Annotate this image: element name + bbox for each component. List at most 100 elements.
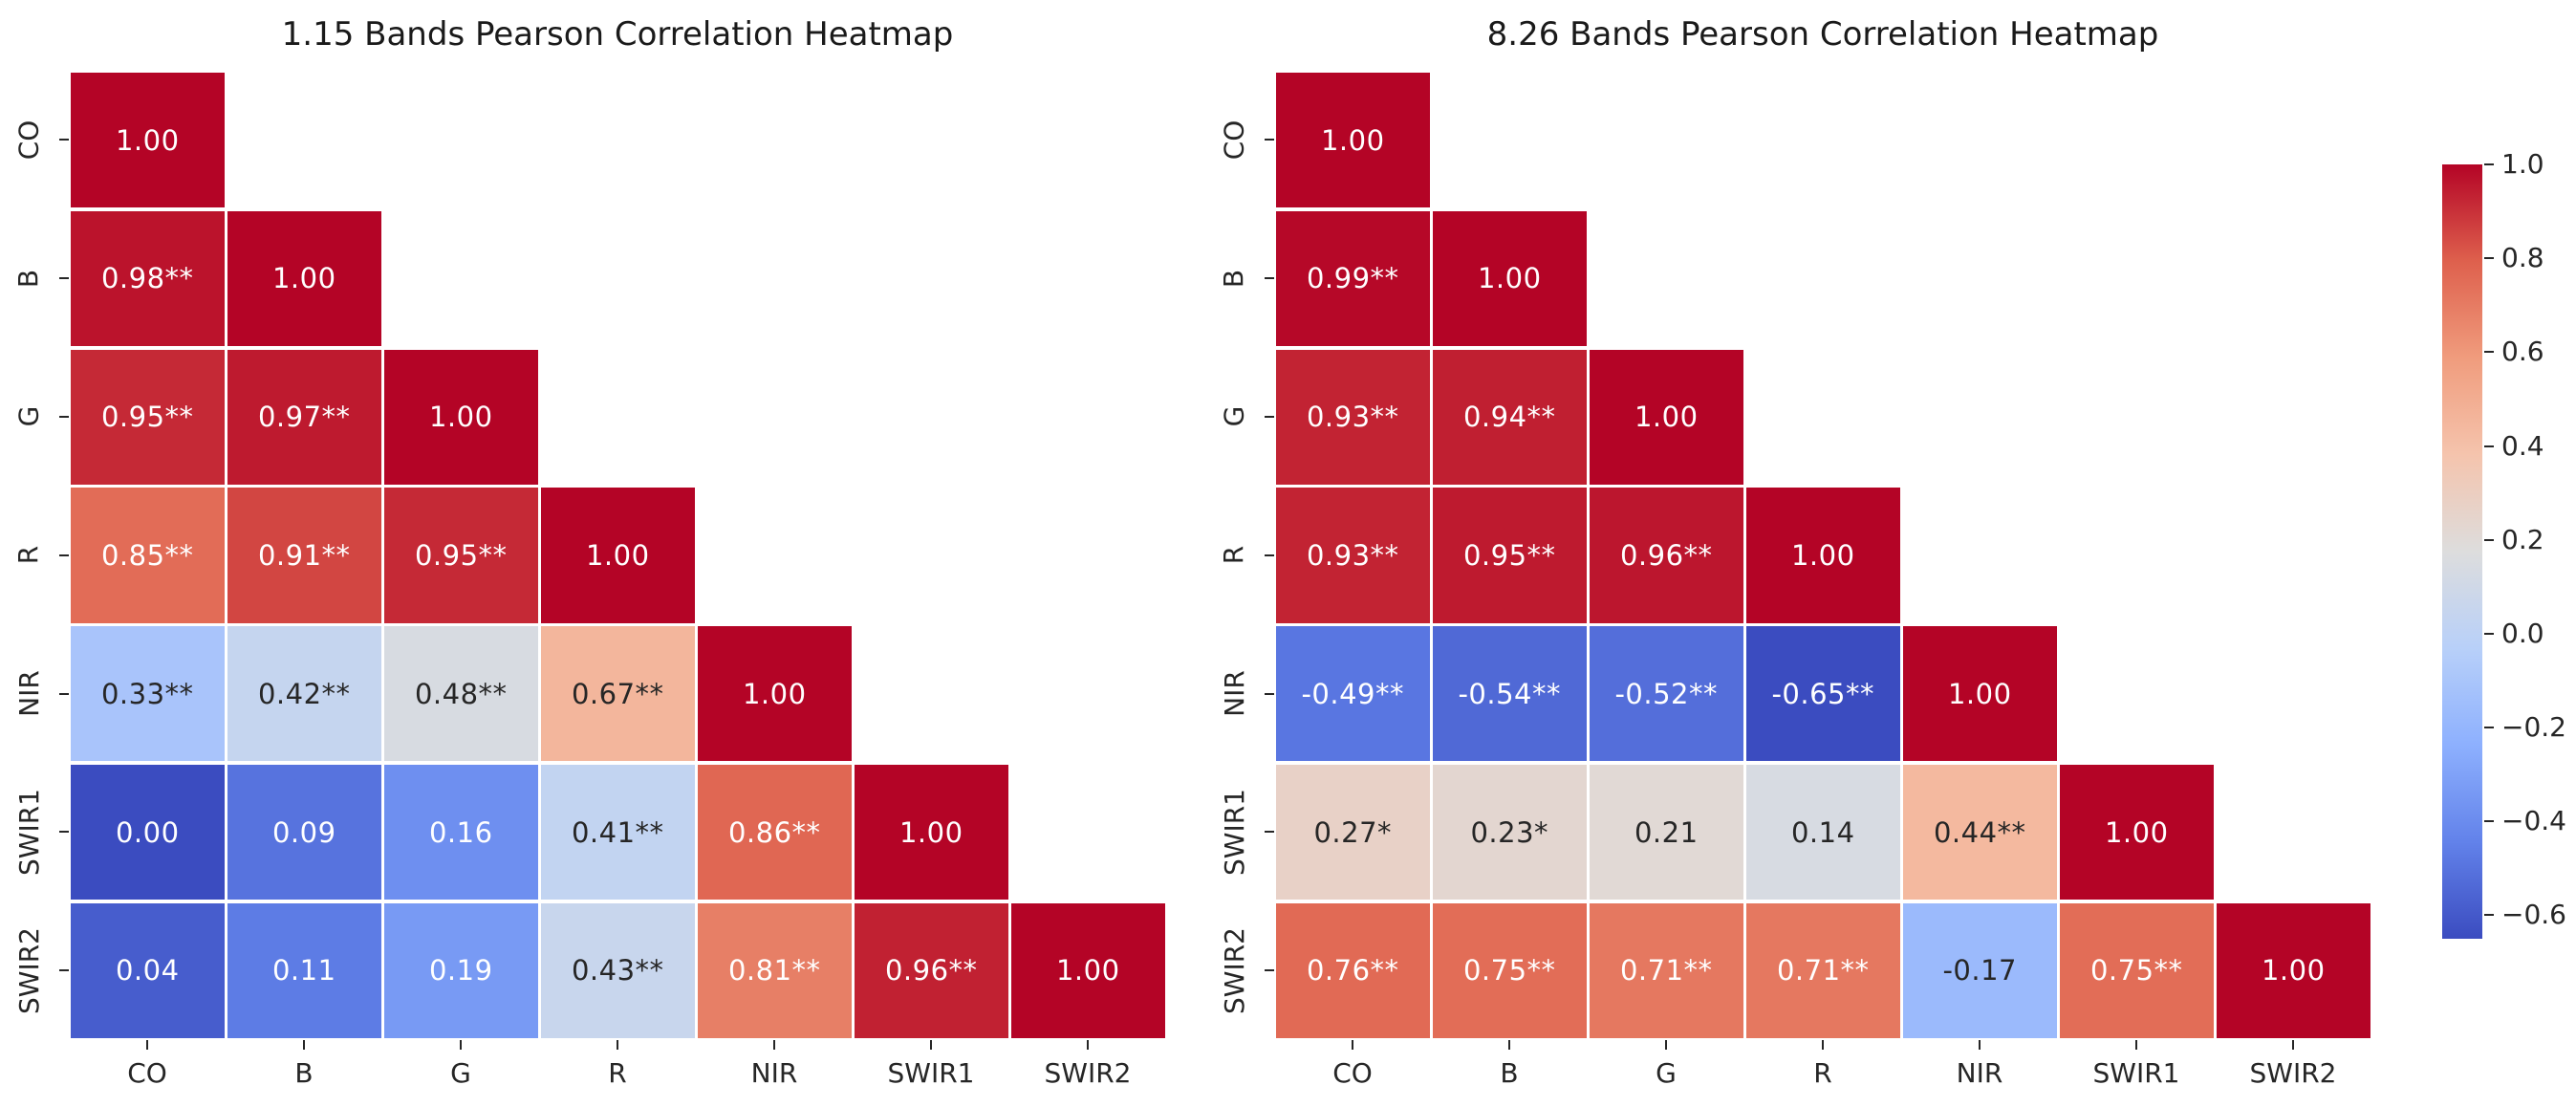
- cell-value-label: -0.65**: [1771, 677, 1875, 710]
- heatmap-cell: 0.11: [226, 901, 383, 1041]
- heatmap-cell: 0.71**: [1588, 901, 1745, 1041]
- cell-value-label: 0.75**: [1462, 954, 1556, 988]
- colorbar-tick-mark: [2484, 820, 2494, 823]
- heatmap-cell: -0.65**: [1744, 624, 1902, 764]
- cell-value-label: 0.09: [271, 815, 336, 849]
- heatmap-cell: 0.86**: [696, 763, 854, 902]
- cell-value-label: 0.19: [428, 954, 493, 988]
- colorbar-tick-mark: [2484, 727, 2494, 729]
- cell-value-label: 0.04: [115, 954, 180, 988]
- heatmap-cell: 0.99**: [1274, 208, 1432, 349]
- x-tick-mark: [146, 1039, 148, 1050]
- x-tick-label: B: [1500, 1056, 1519, 1089]
- cell-value-label: 1.00: [2104, 815, 2169, 849]
- y-tick-mark: [59, 139, 69, 141]
- cell-value-label: -0.54**: [1458, 677, 1562, 710]
- chart-title-left: 1.15 Bands Pearson Correlation Heatmap: [281, 15, 954, 54]
- heatmap-cell: 0.71**: [1744, 901, 1902, 1041]
- heatmap-cell: 1.00: [853, 763, 1010, 902]
- y-tick-label: CO: [1218, 119, 1250, 161]
- cell-value-label: 1.00: [1320, 123, 1385, 157]
- x-tick-mark: [1979, 1039, 1981, 1050]
- x-tick-label: B: [294, 1056, 314, 1089]
- cell-value-label: 1.00: [1477, 262, 1542, 295]
- cell-value-label: 0.23*: [1470, 815, 1549, 849]
- colorbar-tick-label: −0.6: [2501, 899, 2566, 931]
- colorbar-tick-label: 0.8: [2501, 242, 2544, 274]
- cell-value-label: 0.27*: [1313, 815, 1393, 849]
- colorbar: 1.0 0.8 0.6 0.4 0.2 0.0 −0.2 −0.4 −0.6: [2442, 148, 2566, 939]
- cell-value-label: 1.00: [1634, 401, 1699, 434]
- cell-value-label: 0.75**: [2089, 954, 2183, 988]
- heatmap-cell: 0.27*: [1274, 763, 1432, 902]
- heatmap-panel-left: 1.15 Bands Pearson Correlation Heatmap C…: [12, 15, 1167, 1089]
- colorbar-tick-label: 0.2: [2501, 523, 2544, 555]
- x-tick-label: R: [1813, 1056, 1832, 1089]
- heatmap-cell: 0.91**: [226, 486, 383, 625]
- heatmap-cell: 0.16: [382, 763, 540, 902]
- y-tick-label: G: [12, 406, 45, 427]
- y-tick-label: SWIR1: [12, 788, 45, 876]
- colorbar-tick-label: 0.6: [2501, 336, 2544, 368]
- cell-value-label: 0.95**: [100, 401, 194, 434]
- heatmap-cell: 1.00: [2058, 763, 2216, 902]
- x-tick-label: SWIR2: [1044, 1056, 1132, 1089]
- cell-value-label: 0.93**: [1306, 401, 1399, 434]
- cell-value-label: 1.00: [428, 401, 493, 434]
- x-tick-mark: [930, 1039, 932, 1050]
- heatmap-cell: 1.00: [539, 486, 697, 625]
- cell-value-label: 0.42**: [257, 677, 351, 710]
- y-tick-label: R: [1218, 546, 1250, 565]
- cell-value-label: 1.00: [115, 123, 180, 157]
- heatmap-cell: 1.00: [226, 208, 383, 349]
- cell-value-label: 0.44**: [1933, 815, 2026, 849]
- cell-value-label: 0.96**: [1619, 539, 1713, 573]
- cell-value-label: 0.14: [1790, 815, 1855, 849]
- heatmap-cell: -0.17: [1901, 901, 2059, 1041]
- y-tick-label: B: [12, 269, 45, 288]
- heatmap-cell: 0.97**: [226, 347, 383, 487]
- x-tick-label: NIR: [750, 1056, 798, 1089]
- x-tick-label: CO: [127, 1056, 167, 1089]
- cell-value-label: 0.00: [115, 815, 180, 849]
- heatmap-cell: 0.95**: [69, 347, 227, 487]
- cell-value-label: 1.00: [1790, 539, 1855, 573]
- heatmap-cell: 1.00: [1901, 624, 2059, 764]
- heatmap-cell: 0.04: [69, 901, 227, 1041]
- x-tick-label: G: [450, 1056, 471, 1089]
- cell-value-label: 0.48**: [414, 677, 508, 710]
- heatmap-cell: 0.98**: [69, 208, 227, 349]
- cell-value-label: 0.94**: [1462, 401, 1556, 434]
- y-tick-label: CO: [12, 119, 45, 161]
- heatmap-cell: 0.33**: [69, 624, 227, 764]
- cell-value-label: 0.93**: [1306, 539, 1399, 573]
- y-tick-label: NIR: [1218, 670, 1250, 717]
- heatmap-cell: 0.00: [69, 763, 227, 902]
- y-tick-label: R: [12, 546, 45, 565]
- cell-value-label: 0.81**: [727, 954, 821, 988]
- cell-value-label: 0.16: [428, 815, 493, 849]
- heatmap-cell: -0.52**: [1588, 624, 1745, 764]
- colorbar-tick-mark: [2484, 163, 2494, 165]
- cell-value-label: 1.00: [898, 815, 963, 849]
- heatmap-cell: 1.00: [2215, 901, 2372, 1041]
- cell-value-label: 1.00: [742, 677, 807, 710]
- heatmap-cell: 0.41**: [539, 763, 697, 902]
- heatmap-cell: 0.94**: [1431, 347, 1589, 487]
- heatmap-cell: 0.19: [382, 901, 540, 1041]
- cell-value-label: 0.95**: [1462, 539, 1556, 573]
- y-tick-label: SWIR2: [12, 926, 45, 1014]
- heatmap-cell: 0.48**: [382, 624, 540, 764]
- heatmap-cell: 1.00: [69, 71, 227, 210]
- y-tick-label: G: [1218, 406, 1250, 427]
- heatmap-cell: 0.75**: [2058, 901, 2216, 1041]
- cell-value-label: 0.97**: [257, 401, 351, 434]
- cell-value-label: 0.33**: [100, 677, 194, 710]
- y-tick-mark: [59, 554, 69, 556]
- x-tick-label: R: [608, 1056, 627, 1089]
- cell-value-label: 0.71**: [1619, 954, 1713, 988]
- heatmap-cell: 0.42**: [226, 624, 383, 764]
- x-tick-label: G: [1656, 1056, 1677, 1089]
- colorbar-gradient: [2442, 164, 2482, 939]
- heatmap-cell: 0.95**: [1431, 486, 1589, 625]
